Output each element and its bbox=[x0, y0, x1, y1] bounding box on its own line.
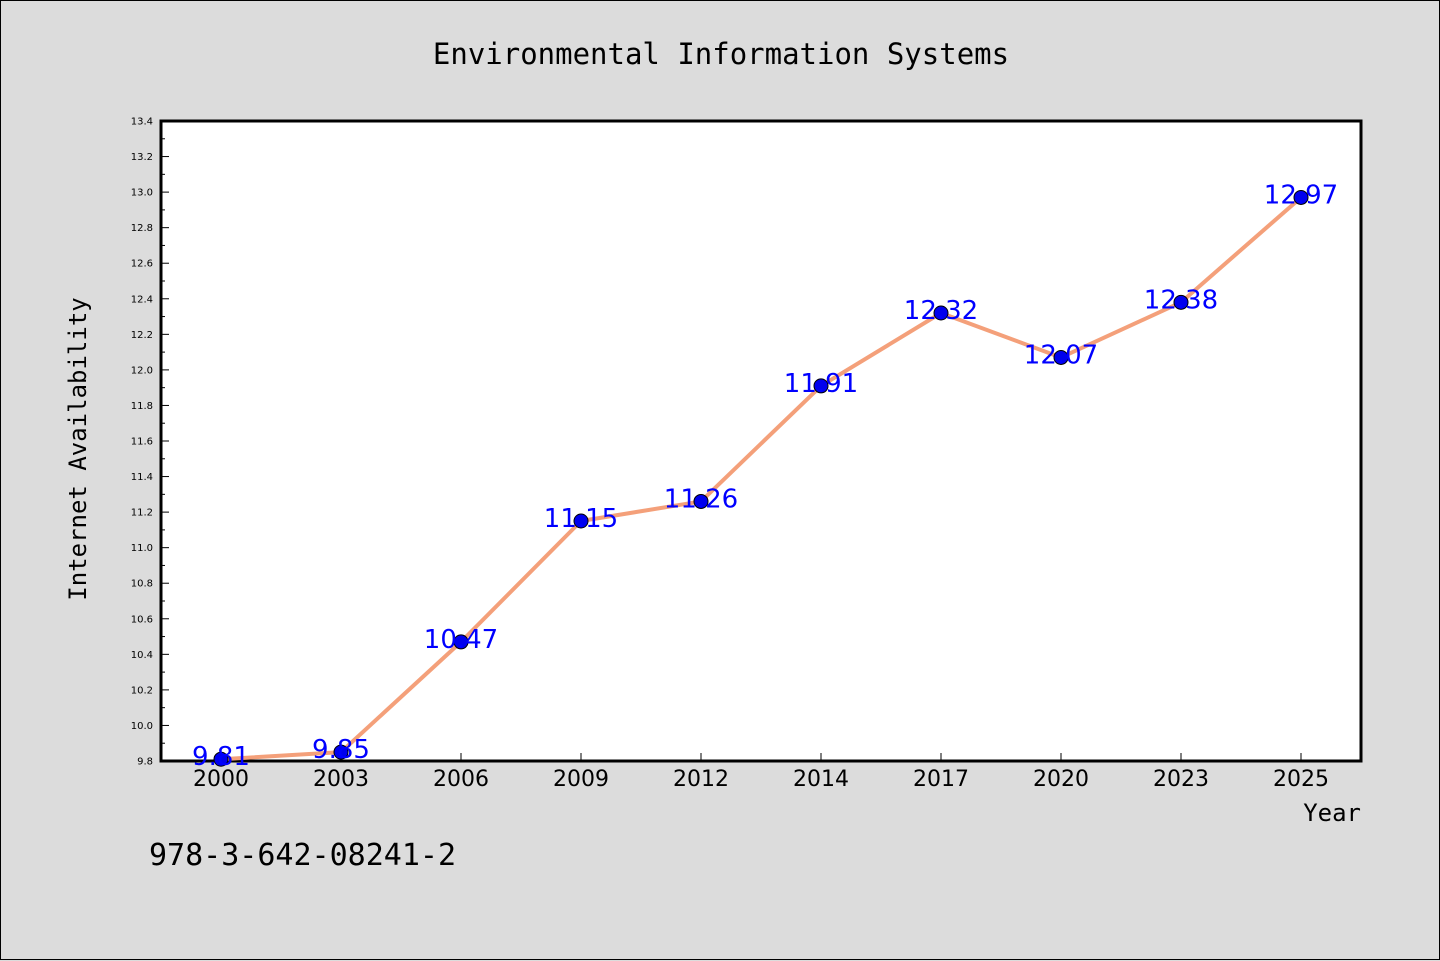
y-tick-label: 11.8 bbox=[131, 401, 153, 412]
x-tick-label: 2012 bbox=[673, 767, 729, 792]
y-tick-label: 12.6 bbox=[131, 259, 153, 270]
y-tick-label: 12.2 bbox=[131, 330, 153, 341]
y-tick-label: 10.0 bbox=[131, 721, 153, 732]
y-tick-label: 12.0 bbox=[131, 365, 153, 376]
data-point-2003 bbox=[333, 744, 349, 760]
x-tick-label: 2014 bbox=[793, 767, 849, 792]
y-tick-label: 10.8 bbox=[131, 579, 153, 590]
y-tick-label: 11.6 bbox=[131, 437, 153, 448]
y-tick-label: 10.6 bbox=[131, 614, 153, 625]
data-point-2025 bbox=[1293, 189, 1309, 205]
data-label-2017: 12.32 bbox=[904, 296, 978, 326]
data-label-2012: 11.26 bbox=[664, 484, 738, 514]
data-label-2006: 10.47 bbox=[424, 625, 498, 655]
x-tick-label: 2025 bbox=[1273, 767, 1329, 792]
x-tick-label: 2009 bbox=[553, 767, 609, 792]
isbn-text: 978-3-642-08241-2 bbox=[149, 838, 456, 873]
data-point-2014 bbox=[813, 378, 829, 394]
y-tick-label: 10.2 bbox=[131, 685, 153, 696]
x-tick-label: 2003 bbox=[313, 767, 369, 792]
data-label-2020: 12.07 bbox=[1024, 340, 1098, 370]
x-tick-label: 2020 bbox=[1033, 767, 1089, 792]
series-line-group bbox=[220, 195, 1303, 762]
y-tick-label: 11.2 bbox=[131, 508, 153, 519]
data-point-2006 bbox=[453, 634, 469, 650]
x-axis-label: Year bbox=[1303, 799, 1361, 827]
data-point-2020 bbox=[1053, 349, 1069, 365]
x-tick-label: 2000 bbox=[193, 767, 249, 792]
x-tick-label: 2017 bbox=[913, 767, 969, 792]
data-label-2014: 11.91 bbox=[784, 369, 858, 399]
x-axis: 2000 2003 2006 2009 2012 2014 2017 2020 2023 2025 bbox=[193, 753, 1329, 792]
x-tick-label: 2023 bbox=[1153, 767, 1209, 792]
y-axis-label: Internet Availability bbox=[64, 297, 92, 600]
data-label-group: 9.81 9.85 10.47 11.15 11.26 11.91 12.32 12.07 12… bbox=[192, 180, 1338, 772]
y-tick-label: 13.0 bbox=[131, 188, 153, 199]
series-line bbox=[220, 195, 1303, 762]
x-tick-label: 2006 bbox=[433, 767, 489, 792]
y-tick-label: 11.4 bbox=[131, 472, 153, 483]
y-tick-label: 12.8 bbox=[131, 223, 153, 234]
y-tick-label: 12.4 bbox=[131, 294, 153, 305]
y-tick-label: 9.8 bbox=[137, 757, 153, 768]
y-axis: 9.8 10.0 10.2 10.4 10.6 10.8 11.0 11.2 11.4 11.6 1… bbox=[131, 117, 169, 768]
chart-title: Environmental Information Systems bbox=[433, 37, 1009, 71]
y-tick-label: 13.4 bbox=[131, 117, 153, 128]
y-tick-label: 10.4 bbox=[131, 650, 153, 661]
data-label-2025: 12.97 bbox=[1264, 180, 1338, 210]
y-tick-label: 13.2 bbox=[131, 152, 153, 163]
data-point-2023 bbox=[1173, 294, 1189, 310]
y-tick-label: 11.0 bbox=[131, 543, 153, 554]
data-point-2012 bbox=[693, 493, 709, 509]
data-point-2009 bbox=[573, 513, 589, 529]
data-label-2000: 9.81 bbox=[192, 742, 250, 772]
data-label-2023: 12.38 bbox=[1144, 285, 1218, 315]
data-label-2003: 9.85 bbox=[312, 735, 370, 765]
data-point-2017 bbox=[933, 305, 949, 321]
data-label-2009: 11.15 bbox=[544, 504, 618, 534]
marker-group bbox=[213, 189, 1309, 767]
data-point-2000 bbox=[213, 751, 229, 767]
